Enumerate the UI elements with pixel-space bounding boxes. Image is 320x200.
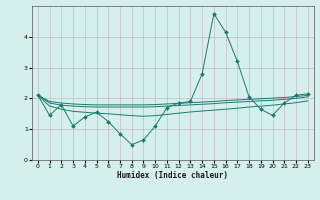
X-axis label: Humidex (Indice chaleur): Humidex (Indice chaleur) xyxy=(117,171,228,180)
